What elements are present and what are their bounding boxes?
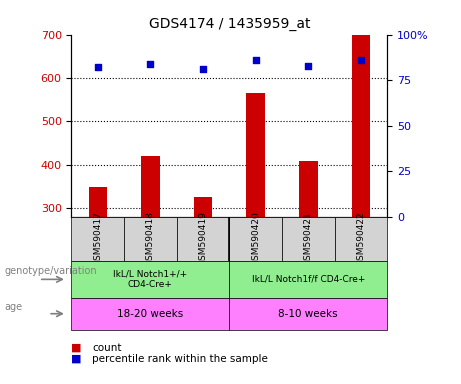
- Bar: [229, 217, 282, 261]
- Bar: [282, 217, 335, 261]
- Text: 18-20 weeks: 18-20 weeks: [117, 309, 183, 319]
- Text: percentile rank within the sample: percentile rank within the sample: [92, 354, 268, 364]
- Text: 8-10 weeks: 8-10 weeks: [278, 309, 338, 319]
- Bar: [247, 93, 265, 217]
- Bar: [71, 217, 124, 261]
- Title: GDS4174 / 1435959_at: GDS4174 / 1435959_at: [148, 17, 310, 31]
- Text: IkL/L Notch1f/f CD4-Cre+: IkL/L Notch1f/f CD4-Cre+: [252, 275, 365, 284]
- Bar: [335, 217, 387, 261]
- Point: [305, 63, 312, 69]
- Text: ■: ■: [71, 343, 82, 353]
- Bar: [229, 298, 387, 330]
- Point: [147, 61, 154, 67]
- Text: GSM590417: GSM590417: [93, 212, 102, 266]
- Text: GSM590422: GSM590422: [356, 212, 366, 266]
- Text: GSM590419: GSM590419: [199, 212, 207, 266]
- Text: ■: ■: [71, 354, 82, 364]
- Point: [357, 57, 365, 63]
- Bar: [71, 261, 229, 298]
- Text: GSM590418: GSM590418: [146, 212, 155, 266]
- Bar: [124, 217, 177, 261]
- Text: GSM590421: GSM590421: [304, 212, 313, 266]
- Bar: [141, 156, 160, 217]
- Bar: [89, 187, 107, 217]
- Bar: [352, 35, 370, 217]
- Text: count: count: [92, 343, 122, 353]
- Bar: [194, 197, 212, 217]
- Point: [199, 66, 207, 72]
- Bar: [299, 161, 318, 217]
- Text: GSM590420: GSM590420: [251, 212, 260, 266]
- Bar: [71, 298, 229, 330]
- Point: [94, 65, 101, 71]
- Text: age: age: [5, 302, 23, 312]
- Text: genotype/variation: genotype/variation: [5, 265, 97, 276]
- Point: [252, 57, 260, 63]
- Bar: [177, 217, 229, 261]
- Text: IkL/L Notch1+/+
CD4-Cre+: IkL/L Notch1+/+ CD4-Cre+: [113, 270, 188, 289]
- Bar: [229, 261, 387, 298]
